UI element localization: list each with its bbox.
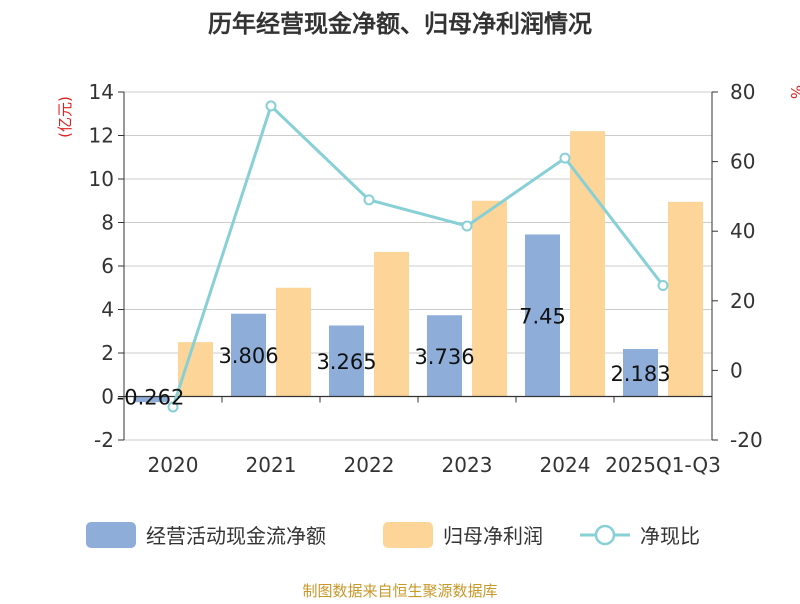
y-left-tick-label: 0 — [101, 385, 114, 409]
bar-cashflow — [133, 396, 168, 403]
ratio-point — [559, 152, 571, 164]
y-left-tick-label: 6 — [101, 254, 114, 278]
legend-label-ratio[interactable]: 净现比 — [640, 524, 700, 548]
ratio-point — [265, 100, 277, 112]
bar-net-profit — [374, 251, 409, 397]
y-right-tick-label: -20 — [730, 428, 763, 452]
bar-cashflow — [525, 234, 560, 397]
y-left-tick-label: 12 — [89, 124, 114, 148]
ratio-point — [167, 401, 179, 413]
y-right-tick-label: 0 — [730, 358, 743, 382]
ratio-point — [461, 220, 473, 232]
bar-cashflow-value-label: -0.262 — [117, 386, 185, 410]
source-note: 制图数据来自恒生聚源数据库 — [302, 582, 497, 600]
bar-net-profit — [472, 200, 507, 397]
bar-cashflow — [231, 313, 266, 397]
bar-cashflow-value-label: 2.183 — [610, 362, 670, 386]
y-right-tick-label: 80 — [730, 80, 755, 104]
y-left-tick-label: 10 — [89, 167, 114, 191]
y-left-tick-label: 4 — [101, 298, 114, 322]
y-left-tick-label: 8 — [101, 211, 114, 235]
x-tick-label: 2025Q1-Q3 — [605, 453, 721, 477]
bar-cashflow — [329, 325, 364, 397]
x-tick-label: 2023 — [442, 453, 493, 477]
line-series — [167, 100, 669, 413]
data-labels: -0.262 3.806 3.265 3.736 7.45 2.183 — [117, 304, 671, 409]
legend-label-cashflow[interactable]: 经营活动现金流净额 — [146, 524, 326, 548]
bar-cashflow — [427, 315, 462, 397]
y-left-tick-label: 2 — [101, 341, 114, 365]
bar-cashflow-value-label: 7.45 — [519, 304, 566, 328]
bar-net-profit — [668, 201, 703, 397]
x-tick-label: 2022 — [344, 453, 395, 477]
grid-lines — [124, 91, 712, 441]
legend: 经营活动现金流净额 归母净利润 净现比 — [86, 522, 700, 548]
y-left-tick-label: -2 — [94, 428, 114, 452]
x-tick-label: 2020 — [148, 453, 199, 477]
bar-cashflow-value-label: 3.736 — [414, 345, 474, 369]
bar-net-profit — [276, 287, 311, 397]
ratio-line — [171, 103, 665, 408]
y-right-tick-label: 20 — [730, 289, 755, 313]
chart-title: 历年经营现金净额、归母净利润情况 — [208, 10, 592, 38]
legend-swatch-ratio-marker[interactable] — [594, 524, 616, 546]
bar-cashflow — [623, 349, 658, 397]
x-tick-label: 2021 — [246, 453, 297, 477]
ratio-point — [657, 279, 669, 291]
bar-cashflow-value-label: 3.265 — [316, 350, 376, 374]
x-tick-label: 2024 — [540, 453, 591, 477]
bar-series — [133, 131, 703, 403]
bar-cashflow-value-label: 3.806 — [218, 344, 278, 368]
y-left-unit-label: (亿元) — [56, 96, 74, 138]
legend-swatch-net-profit[interactable] — [383, 522, 433, 548]
ratio-point — [363, 194, 375, 206]
y-right-tick-label: 60 — [730, 150, 755, 174]
y-right-unit-label: % — [787, 85, 800, 99]
y-left-tick-label: 14 — [89, 80, 114, 104]
legend-swatch-cashflow[interactable] — [86, 522, 136, 548]
bar-net-profit — [570, 131, 605, 397]
legend-label-net-profit[interactable]: 归母净利润 — [443, 524, 543, 548]
y-right-tick-label: 40 — [730, 219, 755, 243]
